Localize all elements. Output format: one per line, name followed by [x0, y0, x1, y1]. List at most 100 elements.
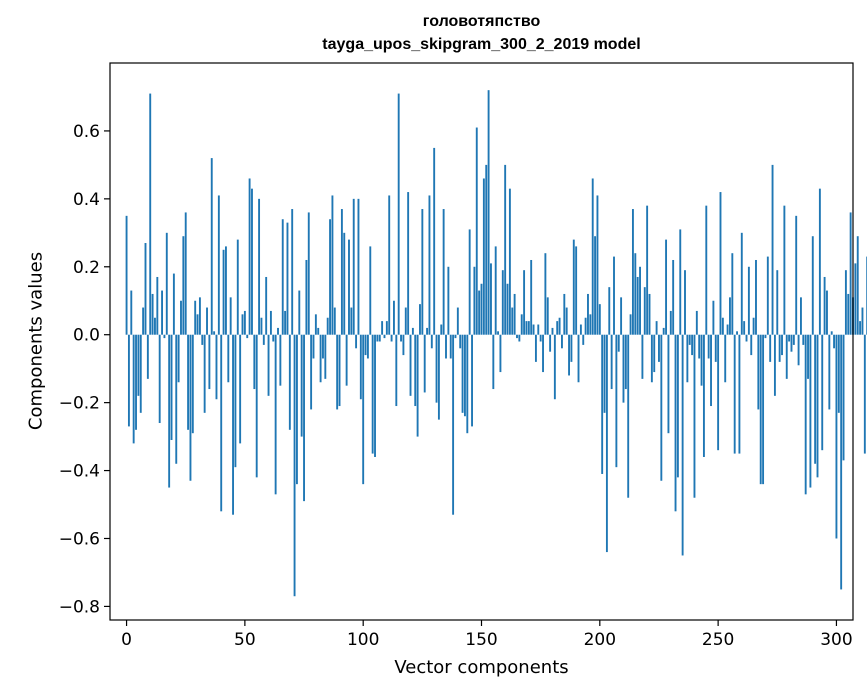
bar [478, 290, 481, 335]
bar [182, 236, 185, 335]
bar [771, 164, 774, 335]
bar [127, 334, 130, 427]
bar [672, 259, 675, 335]
bar [676, 334, 679, 478]
bar [648, 293, 651, 335]
bar [759, 334, 762, 485]
bar [459, 334, 462, 349]
bar [525, 321, 528, 335]
bar [695, 310, 698, 335]
bar [241, 314, 244, 335]
bar [553, 334, 556, 400]
bar [303, 334, 305, 502]
bar [369, 246, 372, 335]
bar [215, 334, 218, 400]
bar [596, 195, 599, 335]
bar [217, 195, 220, 335]
bar [300, 334, 303, 437]
bar [837, 334, 840, 413]
bar [821, 334, 824, 451]
bar [807, 334, 809, 379]
bar [778, 334, 781, 362]
bar [336, 334, 339, 410]
bar [220, 334, 223, 512]
bar [284, 310, 287, 335]
bar [154, 317, 156, 335]
bar [622, 334, 625, 403]
bar [236, 239, 239, 335]
bar [790, 334, 793, 352]
bar [388, 195, 391, 335]
bar [390, 334, 393, 342]
bar [142, 307, 145, 335]
bar [650, 334, 653, 383]
bar [400, 334, 402, 342]
bar [667, 334, 670, 434]
bar [492, 334, 495, 390]
bar [288, 334, 291, 430]
bar [428, 195, 431, 335]
bar [130, 290, 133, 335]
bar [269, 310, 272, 335]
bar [338, 334, 341, 407]
bar [125, 215, 128, 335]
bar [686, 334, 689, 383]
bar [655, 321, 658, 335]
bar [433, 147, 436, 335]
bar [558, 317, 561, 335]
bar [710, 334, 712, 407]
bar [624, 334, 627, 390]
bar [598, 304, 601, 335]
bar [201, 334, 204, 345]
bar [568, 334, 570, 376]
bar [729, 297, 731, 335]
bar [262, 334, 265, 345]
bar [191, 334, 194, 434]
bar [286, 222, 289, 335]
bar [402, 334, 405, 356]
bar [277, 327, 279, 335]
bar [511, 307, 514, 335]
bar [719, 192, 722, 335]
bar [447, 266, 450, 335]
bar [684, 270, 686, 335]
bar [712, 300, 715, 335]
bar [634, 253, 637, 335]
bar [184, 212, 187, 335]
bar [208, 334, 211, 390]
bar [847, 293, 850, 335]
bar [206, 307, 208, 335]
bar [826, 290, 828, 335]
chart-title: головотяпство [422, 13, 541, 30]
bar [348, 239, 350, 335]
bar [246, 334, 249, 339]
bar [658, 334, 660, 362]
bar [705, 205, 708, 335]
bar [549, 334, 552, 352]
bar [343, 232, 346, 335]
bar [537, 324, 540, 335]
bar [570, 334, 573, 362]
y-tick-label: −0.8 [59, 597, 100, 617]
bar [681, 334, 684, 556]
bar [295, 334, 298, 485]
bar [170, 334, 173, 440]
bar [584, 317, 587, 335]
bar [520, 314, 523, 335]
x-axis-ticks: 0 50 100 150 200 250 300 [121, 620, 853, 650]
bar [435, 334, 438, 403]
bar [480, 283, 483, 335]
bar [582, 334, 585, 345]
bar [617, 334, 620, 352]
bar [442, 209, 445, 335]
bar [272, 334, 275, 342]
bar [828, 334, 831, 410]
bar [225, 246, 227, 335]
bar [795, 215, 798, 335]
bar [248, 178, 251, 335]
bar [393, 300, 395, 335]
bar [135, 334, 137, 430]
bar [366, 334, 369, 359]
y-axis-ticks: −0.8 −0.6 −0.4 −0.2 0.0 0.2 0.4 0.6 [59, 122, 110, 617]
bar [662, 327, 665, 335]
